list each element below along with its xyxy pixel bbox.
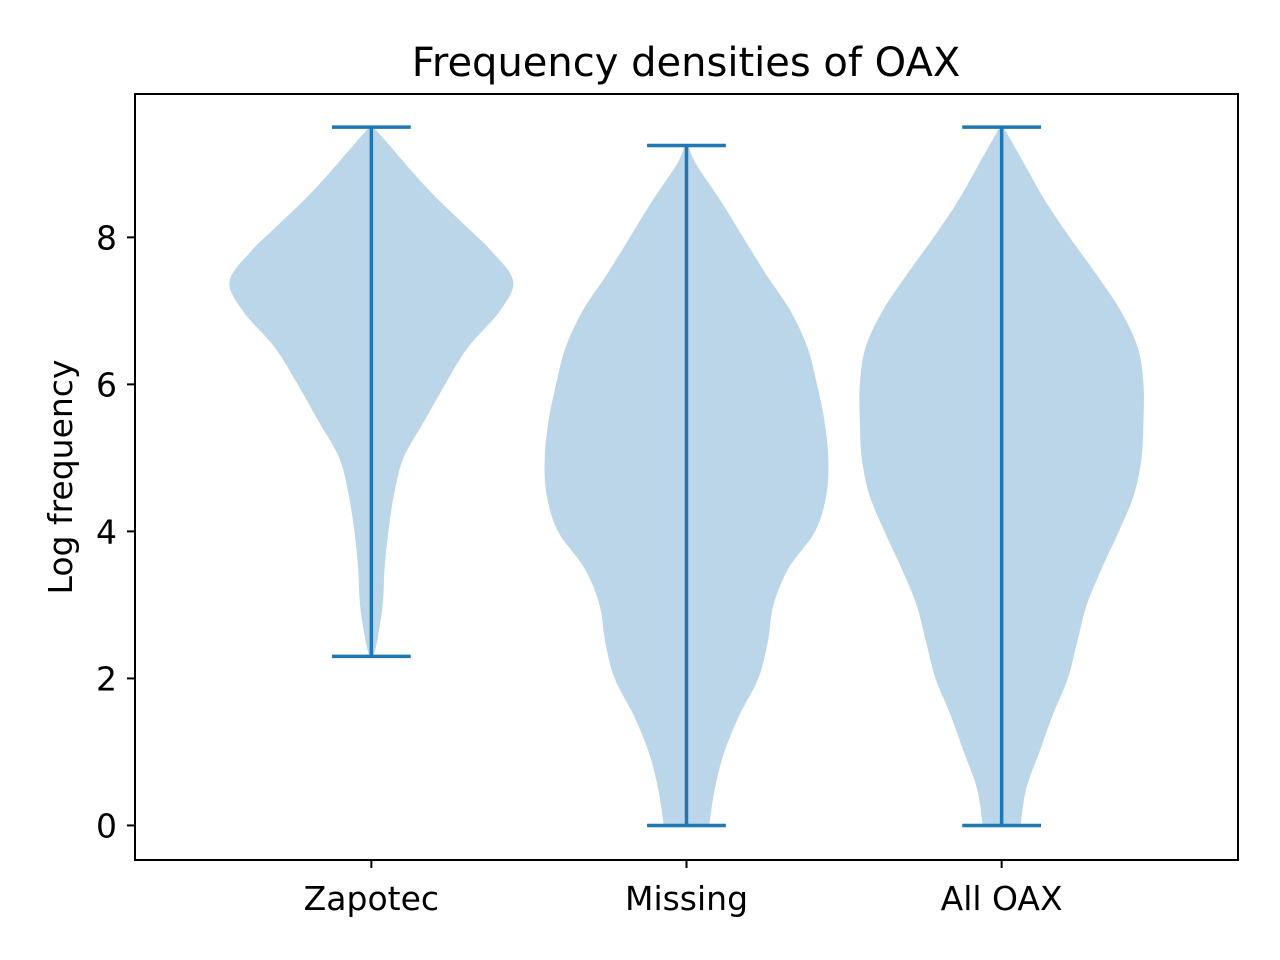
- x-tick-label-0: Zapotec: [304, 879, 439, 918]
- x-axis: Zapotec Missing All OAX: [304, 860, 1063, 918]
- y-tick-label-0: 0: [96, 806, 117, 845]
- y-tick-label-8: 8: [96, 218, 117, 257]
- y-tick-label-6: 6: [96, 365, 117, 404]
- x-tick-label-2: All OAX: [941, 879, 1063, 918]
- x-tick-label-1: Missing: [625, 879, 748, 918]
- chart-title: Frequency densities of OAX: [412, 40, 960, 86]
- y-axis-label: Log frequency: [41, 360, 80, 595]
- y-axis: 0 2 4 6 8: [96, 218, 135, 845]
- violins-group: [229, 125, 1144, 828]
- y-tick-label-4: 4: [96, 512, 117, 551]
- y-tick-label-2: 2: [96, 659, 117, 698]
